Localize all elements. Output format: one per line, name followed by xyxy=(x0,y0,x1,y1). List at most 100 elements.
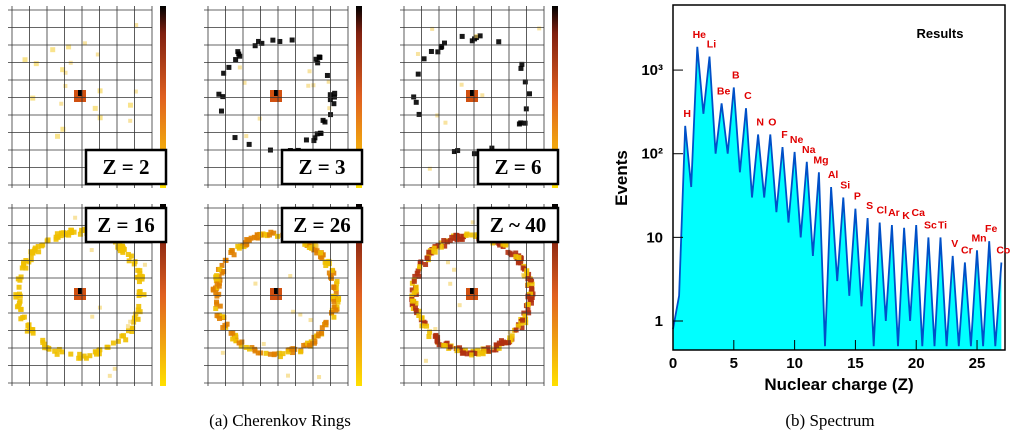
hit-pixel xyxy=(331,101,336,106)
hit-pixel xyxy=(506,340,511,345)
element-label: B xyxy=(732,69,740,81)
center-core xyxy=(78,90,82,96)
center-core xyxy=(274,90,278,96)
ring-image: Z = 2 xyxy=(8,6,166,188)
element-label: Li xyxy=(707,39,716,51)
noise-pixel xyxy=(443,121,447,125)
noise-pixel xyxy=(73,216,77,220)
hit-pixel xyxy=(52,349,57,354)
hit-pixel xyxy=(329,276,334,281)
hit-pixel xyxy=(213,306,218,311)
hit-pixel xyxy=(414,100,419,105)
element-label: He xyxy=(693,29,707,41)
hit-pixel xyxy=(472,151,477,156)
hit-pixel xyxy=(267,232,272,237)
element-label: F xyxy=(781,129,788,141)
hit-pixel xyxy=(482,349,487,354)
x-tick-label: 25 xyxy=(969,355,986,372)
hit-pixel xyxy=(439,245,444,250)
noise-pixel xyxy=(308,69,312,73)
hit-pixel xyxy=(22,315,27,320)
noise-pixel xyxy=(521,273,525,277)
element-label: Ar xyxy=(888,207,900,219)
hit-pixel xyxy=(98,88,103,93)
hit-pixel xyxy=(233,57,238,62)
hit-pixel xyxy=(39,243,44,248)
element-label: C xyxy=(744,90,752,102)
hit-pixel xyxy=(121,333,126,338)
hit-pixel xyxy=(128,103,133,108)
noise-pixel xyxy=(537,26,541,30)
hit-pixel xyxy=(211,287,216,292)
noise-pixel xyxy=(143,263,147,267)
center-core xyxy=(470,90,474,96)
hit-pixel xyxy=(280,351,285,356)
hit-pixel xyxy=(333,307,338,312)
element-label: N xyxy=(756,116,764,128)
caption-a: (a) Cherenkov Rings xyxy=(209,411,351,430)
hit-pixel xyxy=(87,353,92,358)
caption-b: (b) Spectrum xyxy=(785,411,874,430)
noise-pixel xyxy=(448,282,452,286)
hit-pixel xyxy=(239,339,244,344)
hit-pixel xyxy=(332,91,337,96)
hit-pixel xyxy=(226,65,231,70)
hit-pixel xyxy=(59,231,64,236)
hit-pixel xyxy=(30,96,35,101)
hit-pixel xyxy=(219,109,224,114)
noise-pixel xyxy=(306,84,310,88)
noise-pixel xyxy=(286,374,290,378)
noise-pixel xyxy=(253,282,257,286)
hit-pixel xyxy=(247,142,252,147)
y-tick-label: 10 xyxy=(646,229,663,246)
noise-pixel xyxy=(258,117,262,121)
z-label: Z = 3 xyxy=(299,155,346,179)
hit-pixel xyxy=(264,351,269,356)
hit-pixel xyxy=(213,274,218,279)
element-label: S xyxy=(866,200,873,212)
hit-pixel xyxy=(449,235,454,240)
hit-pixel xyxy=(17,301,22,306)
hit-pixel xyxy=(67,230,72,235)
element-label: Sc xyxy=(924,219,937,231)
center-core xyxy=(274,288,278,294)
noise-pixel xyxy=(90,248,94,252)
hit-pixel xyxy=(461,350,466,355)
hit-pixel xyxy=(18,307,23,312)
hit-pixel xyxy=(318,250,323,255)
hit-pixel xyxy=(517,121,522,126)
hit-pixel xyxy=(423,262,428,267)
hit-pixel xyxy=(324,259,329,264)
ring-image: Z = 26 xyxy=(204,204,362,386)
noise-pixel xyxy=(309,318,313,322)
noise-pixel xyxy=(244,134,248,138)
element-label: Ca xyxy=(912,207,926,219)
hit-pixel xyxy=(17,285,22,290)
hit-pixel xyxy=(424,324,429,329)
hit-pixel xyxy=(448,344,453,349)
hit-pixel xyxy=(222,323,227,328)
noise-pixel xyxy=(98,306,102,310)
hit-pixel xyxy=(23,266,28,271)
hit-pixel xyxy=(98,115,103,120)
hit-pixel xyxy=(441,238,446,243)
noise-pixel xyxy=(452,268,456,272)
hit-pixel xyxy=(27,322,32,327)
y-tick-label: 10² xyxy=(641,146,663,163)
element-label: Be xyxy=(717,85,731,97)
element-label: P xyxy=(854,191,861,203)
hit-pixel xyxy=(247,238,252,243)
hit-pixel xyxy=(443,343,448,348)
noise-pixel xyxy=(63,84,67,88)
noise-pixel xyxy=(90,315,94,319)
element-label: H xyxy=(683,108,691,120)
hit-pixel xyxy=(76,356,81,361)
hit-pixel xyxy=(72,230,77,235)
element-label: Mg xyxy=(813,154,828,166)
hit-pixel xyxy=(317,55,322,60)
center-core xyxy=(470,288,474,294)
y-axis-label: Events xyxy=(612,150,631,206)
ring-image: Z = 6 xyxy=(400,6,558,188)
hit-pixel xyxy=(214,302,219,307)
element-label: Cl xyxy=(876,205,887,217)
